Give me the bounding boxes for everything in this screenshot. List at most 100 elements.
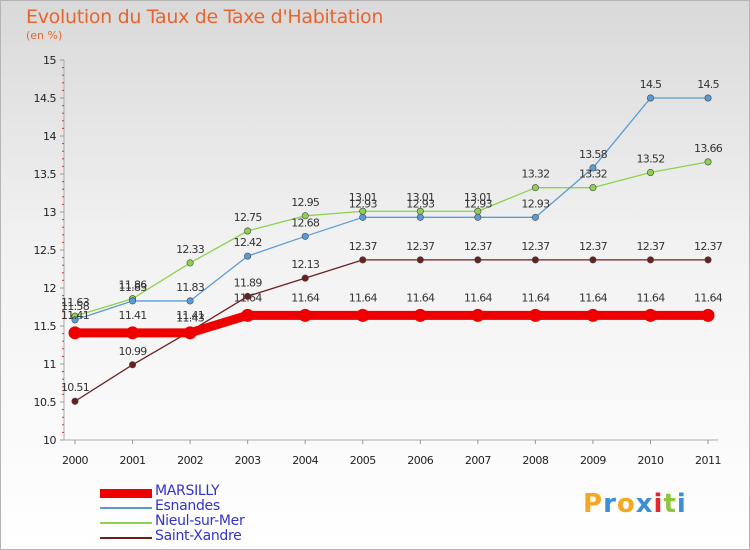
y-tick-label: 15 xyxy=(43,54,56,67)
logo-letter: x xyxy=(635,489,654,519)
data-point xyxy=(301,274,309,282)
data-label: 12.93 xyxy=(464,197,493,210)
y-tick-label: 13 xyxy=(43,206,56,219)
legend-label: MARSILLY xyxy=(155,483,220,499)
data-label: 11.41 xyxy=(176,309,204,322)
data-label: 13.32 xyxy=(579,168,607,181)
axes: 10 10.5 11 11.5 12 12.5 13 13.5 14 14.5 15 2000 2001… xyxy=(34,54,722,467)
y-tick-label: 10.5 xyxy=(34,396,57,409)
data-point xyxy=(646,94,654,102)
data-label: 12.95 xyxy=(291,196,320,209)
data-label: 11.64 xyxy=(406,291,435,304)
x-tick-label: 2010 xyxy=(638,454,664,467)
data-label: 11.64 xyxy=(579,291,608,304)
data-label: 11.64 xyxy=(694,291,723,304)
data-point xyxy=(531,184,539,192)
legend-swatch xyxy=(100,507,152,509)
x-tick-label: 2001 xyxy=(120,454,146,467)
series-marsilly xyxy=(68,308,715,340)
data-label: 12.37 xyxy=(464,240,493,253)
series-line xyxy=(75,310,709,338)
data-label: 12.13 xyxy=(291,258,320,271)
data-label: 11.41 xyxy=(119,309,147,322)
x-tick-label: 2005 xyxy=(350,454,376,467)
x-tick-label: 2003 xyxy=(235,454,261,467)
data-point xyxy=(244,292,252,300)
logo-letter: t xyxy=(663,489,677,519)
data-label: 13.01 xyxy=(349,191,377,204)
data-point xyxy=(129,297,137,305)
data-point xyxy=(301,232,309,240)
data-label: 11.64 xyxy=(637,291,666,304)
series-nieul-sur-mer xyxy=(71,158,712,320)
data-label: 11.89 xyxy=(234,276,263,289)
data-point xyxy=(298,308,312,322)
data-label: 13.66 xyxy=(694,142,723,155)
data-point xyxy=(244,227,252,235)
data-label: 12.37 xyxy=(406,240,435,253)
data-label: 12.68 xyxy=(291,216,320,229)
x-tick-label: 2007 xyxy=(465,454,491,467)
y-tick-label: 12 xyxy=(43,282,56,295)
logo-letter: P xyxy=(583,489,604,519)
logo-letter: i xyxy=(676,489,687,519)
unit-label: (en %) xyxy=(26,29,63,42)
data-label: 12.42 xyxy=(234,236,262,249)
data-point xyxy=(186,297,194,305)
data-label: 12.37 xyxy=(521,240,550,253)
logo-letter: i xyxy=(653,489,664,519)
data-point xyxy=(589,184,597,192)
y-tick-label: 14.5 xyxy=(34,92,57,105)
data-label: 11.83 xyxy=(119,281,148,294)
x-tick-label: 2006 xyxy=(407,454,433,467)
data-point xyxy=(586,308,600,322)
data-label: 14.5 xyxy=(697,78,719,91)
data-point xyxy=(241,308,255,322)
series-layer xyxy=(68,94,715,405)
data-point xyxy=(359,256,367,264)
line-chart: 10 10.5 11 11.5 12 12.5 13 13.5 14 14.5 15 2000 2001… xyxy=(34,54,724,467)
data-label: 11.64 xyxy=(521,291,550,304)
data-point xyxy=(359,213,367,221)
data-point xyxy=(646,168,654,176)
data-label: 11.58 xyxy=(61,300,90,313)
data-label: 14.5 xyxy=(640,78,662,91)
data-label: 12.37 xyxy=(579,240,608,253)
data-label: 10.99 xyxy=(119,345,148,358)
data-label: 10.51 xyxy=(61,381,89,394)
legend-label: Saint-Xandre xyxy=(155,528,242,544)
data-point xyxy=(413,308,427,322)
legend-swatch xyxy=(100,489,152,498)
data-labels: 10.51 10.99 11.43 11.89 12.13 12.37 12.37 12.37… xyxy=(61,78,723,394)
data-label: 12.37 xyxy=(694,240,723,253)
legend-swatch xyxy=(100,537,152,539)
x-tick-label: 2002 xyxy=(177,454,203,467)
x-tick-label: 2000 xyxy=(62,454,88,467)
data-label: 11.83 xyxy=(176,281,205,294)
data-label: 12.33 xyxy=(176,243,205,256)
data-label: 11.63 xyxy=(61,296,90,309)
y-tick-label: 10 xyxy=(43,434,56,447)
data-label: 12.93 xyxy=(406,197,435,210)
data-point xyxy=(244,252,252,260)
data-point xyxy=(68,326,82,340)
series-line xyxy=(74,161,709,317)
data-point xyxy=(704,94,712,102)
data-point xyxy=(186,259,194,267)
data-label: 11.64 xyxy=(349,291,378,304)
data-label: 11.86 xyxy=(119,279,148,292)
data-label: 11.43 xyxy=(176,311,205,324)
x-tick-label: 2011 xyxy=(695,454,721,467)
data-point xyxy=(471,308,485,322)
data-point xyxy=(71,316,79,324)
data-point xyxy=(301,212,309,220)
data-label: 11.64 xyxy=(291,291,320,304)
series-esnandes xyxy=(71,94,712,324)
logo-letter: r xyxy=(603,489,617,519)
proxiti-logo: Proxiti xyxy=(583,489,687,519)
data-point xyxy=(71,397,79,405)
x-tick-label: 2009 xyxy=(580,454,606,467)
y-tick-label: 14 xyxy=(43,130,56,143)
data-label: 11.64 xyxy=(464,291,493,304)
